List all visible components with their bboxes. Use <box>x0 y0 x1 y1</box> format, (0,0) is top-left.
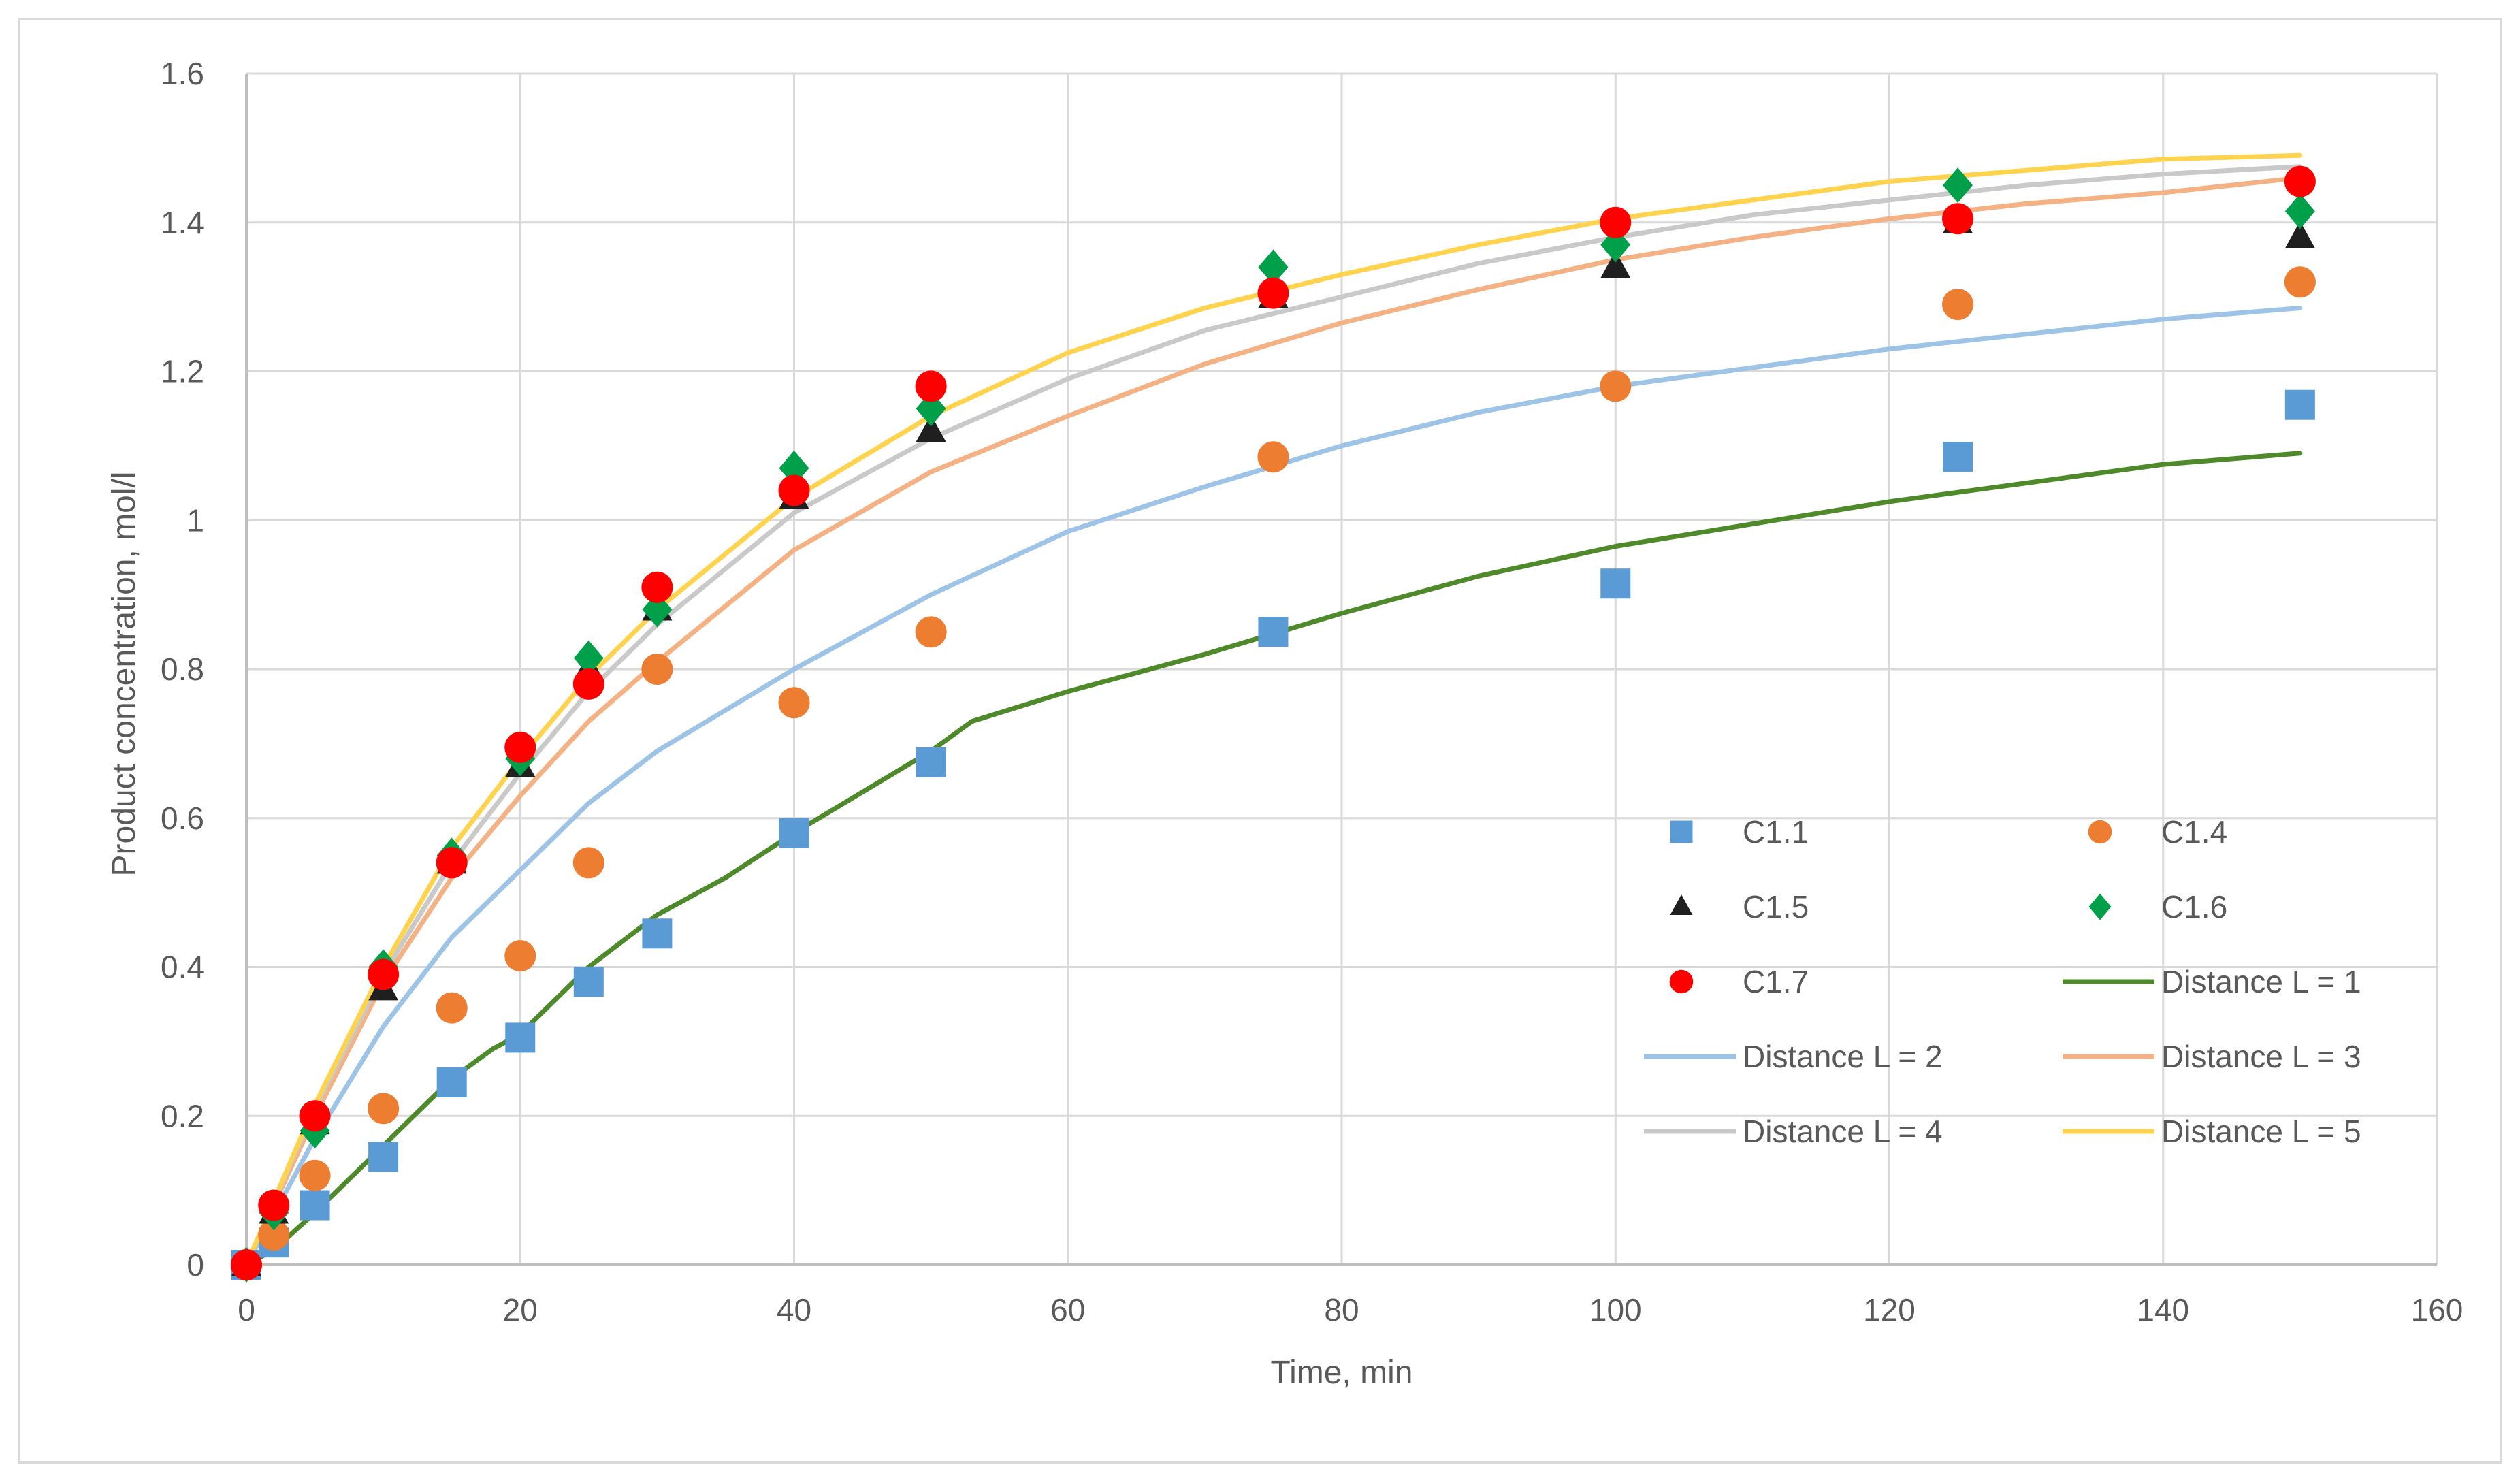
data-point-c1-1 <box>2284 389 2315 420</box>
legend-swatch-c1-4 <box>2088 820 2112 844</box>
data-point-c1-7 <box>778 474 810 506</box>
data-point-c1-7 <box>1942 203 1974 235</box>
data-point-c1-4 <box>299 1159 331 1191</box>
data-point-c1-5 <box>2284 221 2315 248</box>
data-point-c1-1 <box>368 1142 399 1172</box>
legend-label-distance-l-3: Distance L = 3 <box>2161 1039 2361 1074</box>
data-point-c1-1 <box>1258 617 1289 647</box>
x-tick-label: 140 <box>2137 1292 2189 1327</box>
data-point-c1-7 <box>641 571 673 603</box>
legend-label-distance-l-5: Distance L = 5 <box>2161 1114 2361 1149</box>
legend-swatch-c1-7 <box>1669 969 1694 994</box>
data-point-c1-6 <box>1943 167 1973 204</box>
chart-frame <box>18 18 2502 1464</box>
data-point-c1-7 <box>504 731 536 763</box>
data-point-c1-7 <box>2284 165 2316 197</box>
x-tick-label: 160 <box>2411 1292 2464 1327</box>
data-point-c1-4 <box>504 940 536 972</box>
y-tick-label: 0.6 <box>161 801 204 836</box>
x-tick-label: 20 <box>503 1292 538 1327</box>
data-point-c1-1 <box>300 1190 330 1221</box>
data-point-c1-1 <box>573 967 604 997</box>
y-tick-label: 1 <box>187 502 204 538</box>
data-point-c1-7 <box>258 1189 290 1221</box>
legend-label-c1-5: C1.5 <box>1743 889 1809 924</box>
data-point-c1-1 <box>1943 442 1973 472</box>
data-point-c1-4 <box>1600 370 1632 402</box>
y-tick-label: 0.8 <box>161 651 204 687</box>
data-point-c1-4 <box>258 1219 290 1251</box>
data-point-c1-1 <box>505 1022 536 1053</box>
data-point-c1-7 <box>1257 277 1289 309</box>
data-point-c1-4 <box>436 992 468 1024</box>
y-tick-label: 0 <box>187 1247 204 1283</box>
x-tick-label: 80 <box>1324 1292 1359 1327</box>
y-tick-label: 0.2 <box>161 1098 204 1133</box>
data-point-c1-4 <box>915 616 947 648</box>
data-point-c1-4 <box>368 1093 400 1125</box>
legend: C1.1 C1.4 C1.5 C1.6 C1.7 Distance L = 1 Distan… <box>1644 814 2361 1149</box>
legend-label-distance-l-2: Distance L = 2 <box>1743 1039 1943 1074</box>
legend-label-c1-7: C1.7 <box>1743 964 1809 999</box>
data-point-c1-4 <box>1257 441 1289 473</box>
legend-swatch-c1-5 <box>1670 894 1693 915</box>
legend-label-c1-4: C1.4 <box>2161 814 2227 850</box>
data-point-c1-1 <box>436 1067 467 1098</box>
x-tick-label: 120 <box>1863 1292 1916 1327</box>
axes: 0 20 40 60 80 100 120 140 160 0 0.2 0.4 0.6 0.8 1 1.2 1.… <box>161 56 2463 1327</box>
legend-swatch-c1-1 <box>1670 820 1693 843</box>
data-point-c1-7 <box>299 1100 331 1132</box>
y-axis-title: Product concentration, mol/l <box>106 472 142 877</box>
x-tick-label: 100 <box>1589 1292 1642 1327</box>
data-point-c1-4 <box>572 847 604 879</box>
x-tick-label: 40 <box>777 1292 811 1327</box>
data-point-c1-6 <box>1258 249 1289 285</box>
data-point-c1-4 <box>2284 266 2316 298</box>
legend-label-c1-6: C1.6 <box>2161 889 2227 924</box>
y-tick-label: 0.4 <box>161 950 204 985</box>
x-axis-title: Time, min <box>1271 1355 1413 1391</box>
data-point-c1-4 <box>1942 289 1974 321</box>
x-tick-label: 0 <box>238 1292 255 1327</box>
series-line-distance-l-2 <box>244 306 2303 1268</box>
data-point-c1-7 <box>436 847 468 879</box>
data-point-c1-1 <box>779 818 809 848</box>
y-tick-label: 1.2 <box>161 354 204 389</box>
data-point-c1-6 <box>2284 193 2315 229</box>
y-tick-label: 1.6 <box>161 56 204 91</box>
data-point-c1-7 <box>572 668 604 700</box>
legend-label-c1-1: C1.1 <box>1743 814 1809 850</box>
data-point-c1-4 <box>778 687 810 719</box>
data-point-c1-1 <box>916 747 946 777</box>
legend-label-distance-l-4: Distance L = 4 <box>1743 1114 1943 1149</box>
data-point-c1-7 <box>915 370 947 402</box>
legend-label-distance-l-1: Distance L = 1 <box>2161 964 2361 999</box>
y-tick-label: 1.4 <box>161 205 204 240</box>
data-point-c1-6 <box>573 640 604 676</box>
data-point-c1-1 <box>642 918 673 949</box>
data-point-c1-7 <box>1600 206 1632 238</box>
data-point-c1-1 <box>1600 568 1631 599</box>
data-point-c1-7 <box>368 958 400 990</box>
data-point-c1-4 <box>641 654 673 685</box>
data-point-c1-7 <box>231 1249 262 1280</box>
data-point-c1-5 <box>916 415 946 442</box>
x-tick-label: 60 <box>1050 1292 1085 1327</box>
data-point-c1-5 <box>1600 251 1631 278</box>
legend-swatch-c1-6 <box>2088 893 2112 920</box>
plot-series <box>231 152 2316 1283</box>
